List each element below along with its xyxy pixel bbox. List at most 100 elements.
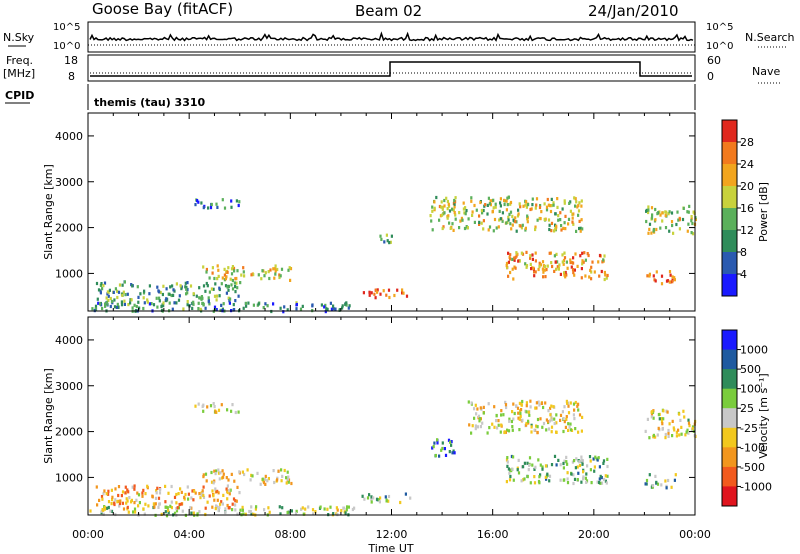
power-cell bbox=[431, 209, 434, 213]
power-cell bbox=[483, 204, 486, 208]
power-cell bbox=[460, 216, 463, 220]
velocity-cell bbox=[280, 468, 283, 472]
power-cell bbox=[106, 292, 109, 296]
velocity-cell bbox=[650, 415, 653, 419]
velocity-cell bbox=[660, 419, 664, 423]
power-colorbar: 28 24 20 16 12 8 4 bbox=[721, 119, 754, 297]
power-cell bbox=[138, 306, 141, 310]
power-cell bbox=[553, 269, 556, 273]
power-cell bbox=[186, 287, 189, 292]
velocity-cell bbox=[154, 502, 157, 506]
velocity-cell bbox=[326, 507, 329, 511]
velocity-cell bbox=[570, 472, 573, 476]
power-cell bbox=[186, 303, 189, 307]
velocity-cell bbox=[545, 418, 548, 422]
power-cell bbox=[261, 269, 264, 273]
velocity-cell bbox=[452, 449, 455, 453]
velocity-colorbar-tick-label: -1000 bbox=[740, 480, 772, 493]
power-cell bbox=[146, 298, 149, 302]
velocity-cell bbox=[267, 477, 270, 481]
power-cell bbox=[571, 216, 574, 220]
power-cell bbox=[557, 218, 560, 222]
velocity-cell bbox=[506, 456, 509, 460]
velocity-cell bbox=[523, 461, 526, 465]
power-cell bbox=[370, 291, 373, 295]
velocity-cell bbox=[264, 482, 267, 486]
power-colorbar-label: Power [dB] bbox=[757, 182, 770, 242]
velocity-cell bbox=[215, 469, 218, 473]
velocity-cell bbox=[192, 511, 195, 515]
power-cell bbox=[386, 239, 389, 243]
freq-panel bbox=[87, 54, 696, 82]
power-cell bbox=[341, 304, 344, 308]
power-cell bbox=[387, 288, 391, 292]
power-cell bbox=[162, 304, 165, 308]
power-cell bbox=[487, 228, 490, 232]
velocity-cell bbox=[652, 416, 655, 420]
power-cell bbox=[514, 255, 517, 259]
velocity-cell bbox=[186, 485, 189, 489]
power-cell bbox=[497, 225, 500, 229]
velocity-cell bbox=[577, 402, 580, 406]
power-cell bbox=[152, 303, 156, 307]
velocity-cell bbox=[598, 465, 601, 469]
velocity-colorbar-swatch bbox=[722, 330, 737, 351]
velocity-cell bbox=[544, 464, 548, 468]
power-cell bbox=[274, 269, 277, 273]
power-cell bbox=[531, 257, 534, 261]
velocity-cell bbox=[511, 428, 514, 432]
power-cell bbox=[579, 226, 582, 230]
velocity-panel bbox=[87, 316, 696, 516]
power-cell bbox=[537, 267, 540, 272]
power-cell bbox=[165, 287, 168, 291]
velocity-cell bbox=[565, 460, 568, 464]
power-cell bbox=[549, 209, 553, 214]
power-cell bbox=[142, 306, 145, 311]
velocity-cell bbox=[527, 419, 530, 423]
power-cell bbox=[687, 210, 690, 214]
velocity-cell bbox=[107, 492, 110, 496]
velocity-cell bbox=[533, 428, 536, 432]
velocity-cell bbox=[662, 409, 665, 413]
power-cell bbox=[332, 304, 335, 308]
velocity-cell bbox=[111, 495, 114, 499]
power-cell bbox=[227, 266, 230, 270]
power-cell bbox=[240, 273, 243, 277]
power-cell bbox=[379, 234, 382, 238]
velocity-cell bbox=[152, 502, 155, 506]
power-cell bbox=[228, 299, 231, 303]
velocity-cell bbox=[597, 456, 600, 460]
velocity-ytick-label: 1000 bbox=[55, 471, 83, 484]
velocity-cell bbox=[167, 510, 170, 515]
power-cell bbox=[224, 277, 227, 281]
power-cell bbox=[441, 226, 444, 231]
power-cell bbox=[475, 208, 478, 212]
velocity-cell bbox=[535, 401, 538, 405]
power-cell bbox=[493, 217, 497, 222]
power-cell bbox=[274, 264, 277, 268]
time-xlabel: Time UT bbox=[367, 542, 413, 554]
velocity-cell bbox=[384, 495, 387, 499]
velocity-cell bbox=[528, 413, 531, 417]
velocity-cell bbox=[351, 507, 354, 512]
freq-tick-top: 18 bbox=[64, 54, 78, 67]
velocity-cell bbox=[231, 502, 234, 506]
power-cell bbox=[433, 206, 436, 210]
power-cell bbox=[572, 256, 575, 260]
power-cell bbox=[105, 300, 109, 304]
power-cell bbox=[668, 229, 671, 233]
power-cell bbox=[509, 210, 513, 214]
velocity-cell bbox=[131, 485, 134, 489]
power-cell bbox=[605, 276, 608, 280]
power-cell bbox=[598, 253, 602, 258]
velocity-cell bbox=[216, 489, 219, 493]
velocity-cell bbox=[550, 404, 553, 408]
velocity-cell bbox=[101, 497, 104, 501]
velocity-cell bbox=[519, 414, 522, 419]
power-cell bbox=[236, 269, 239, 273]
power-cell bbox=[507, 218, 510, 222]
power-cell bbox=[503, 202, 506, 207]
time-tick-label: 00:00 bbox=[72, 528, 104, 541]
power-cell bbox=[526, 216, 529, 220]
power-cell bbox=[570, 265, 573, 269]
